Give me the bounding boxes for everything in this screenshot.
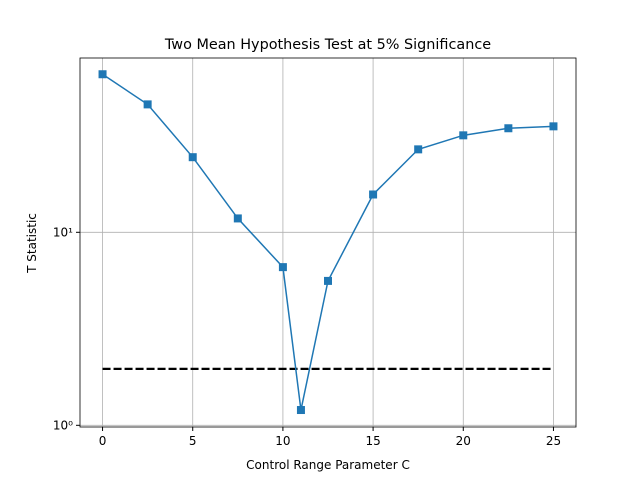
x-tick-label: 20 — [456, 434, 471, 448]
marker — [549, 122, 558, 131]
marker — [459, 131, 468, 140]
marker — [296, 406, 305, 415]
plot-frame — [79, 57, 577, 428]
y-tick-label: 10¹ — [53, 225, 73, 239]
x-tick-label: 10 — [275, 434, 290, 448]
x-axis-label: Control Range Parameter C — [246, 458, 410, 472]
marker — [504, 124, 513, 133]
marker — [278, 263, 287, 272]
line — [102, 73, 554, 411]
marker — [414, 145, 423, 154]
marker — [369, 190, 378, 199]
x-tick-label: 5 — [189, 434, 197, 448]
x-tick-label: 15 — [365, 434, 380, 448]
x-tick-label: 25 — [546, 434, 561, 448]
y-tick-label: 10⁰ — [53, 418, 73, 432]
marker — [98, 70, 107, 79]
x-tick-label: 0 — [99, 434, 107, 448]
marker — [324, 276, 332, 285]
chart-title: Two Mean Hypothesis Test at 5% Significa… — [164, 37, 491, 53]
marker — [188, 153, 197, 162]
marker — [143, 100, 152, 109]
marker — [233, 214, 242, 223]
y-axis-label: T Statistic — [25, 213, 39, 274]
